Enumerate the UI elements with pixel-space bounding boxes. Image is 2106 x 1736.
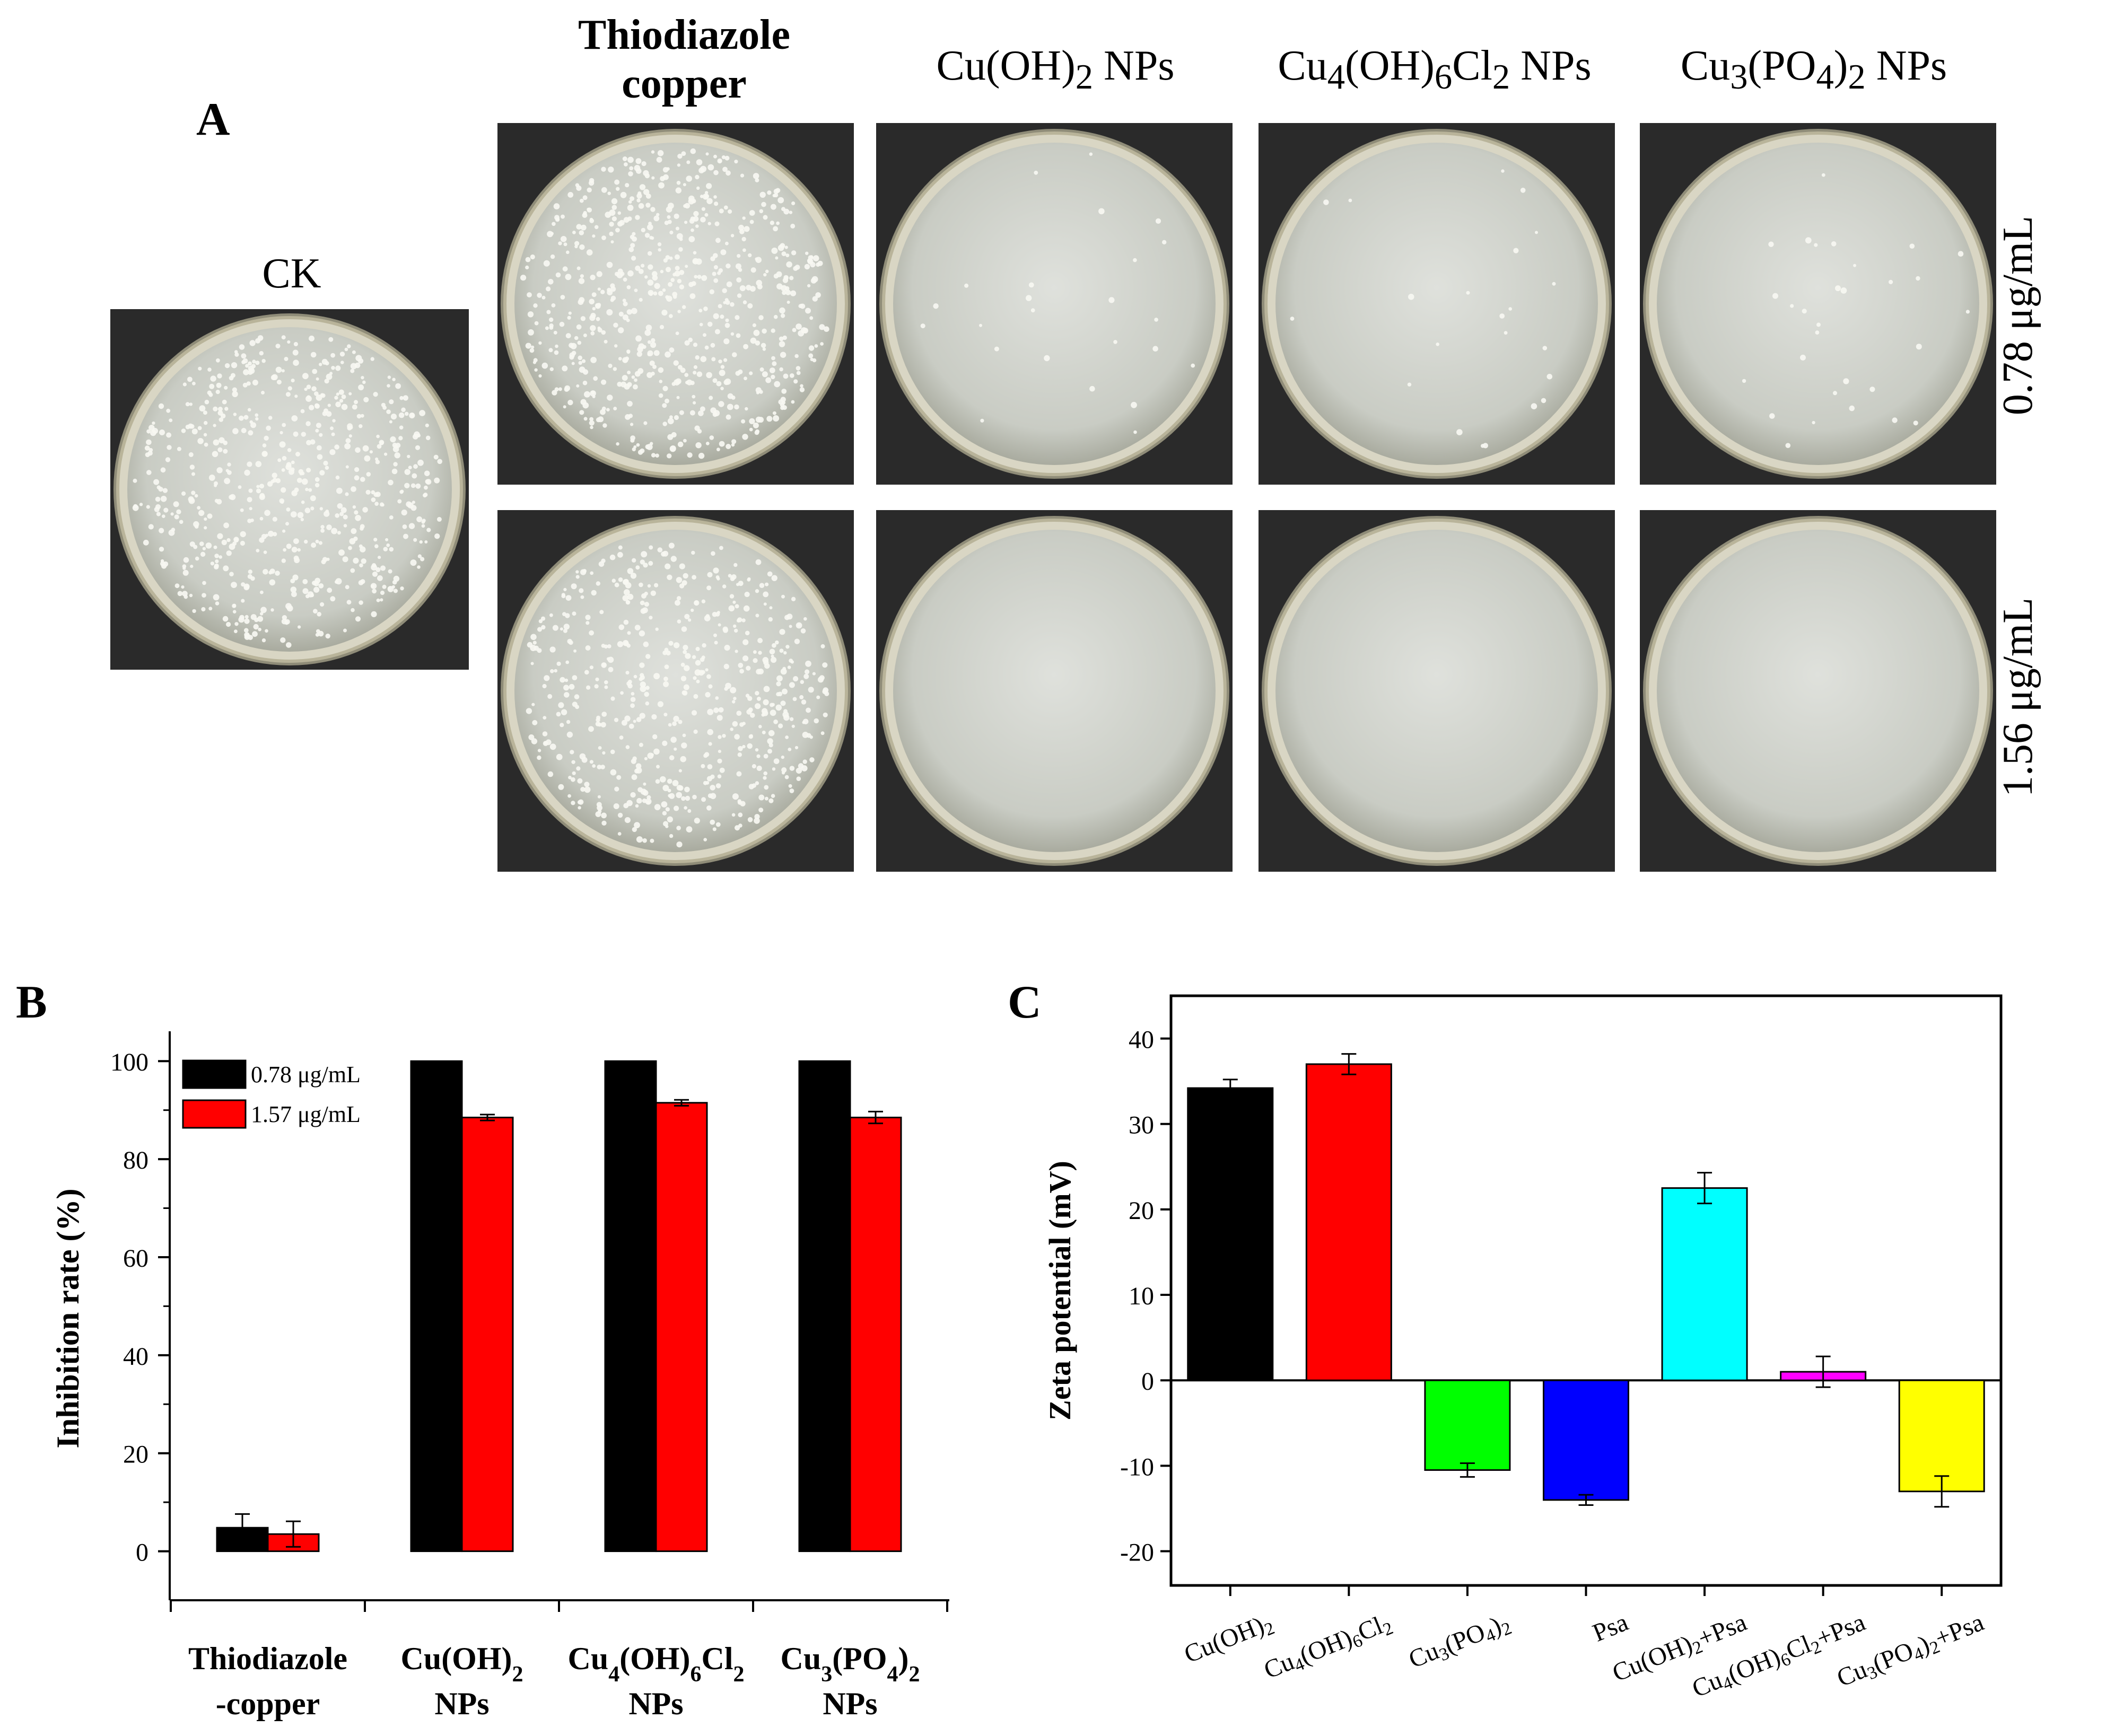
y-tick-label: 100 (110, 1048, 148, 1076)
x-category-label-2: Cu3(PO4)2 (1405, 1608, 1515, 1676)
panel-a-letter: A (196, 94, 230, 145)
y-tick-label: -20 (1120, 1539, 1154, 1567)
bar-2 (1424, 1379, 1511, 1471)
legend-label-0: 0.78 μg/mL (251, 1062, 361, 1088)
plate-cuoh2-1-56 (876, 510, 1233, 872)
y-tick-label: 0 (136, 1539, 148, 1567)
bar-1-1 (461, 1117, 514, 1553)
legend-swatch-0 (182, 1059, 247, 1089)
y-tick-label: 0 (1141, 1367, 1154, 1396)
plate-control-ck (110, 309, 469, 670)
column-label-thiodiazole-line1: Thiodiazole (578, 12, 791, 58)
y-tick-label: -10 (1120, 1453, 1154, 1481)
plate-thiodiazole-1-56 (497, 510, 854, 872)
inhibition-rate-chart: 0 20 40 60 80 100 Inhibition rate (%) Thiodiazo… (50, 1031, 949, 1721)
bar-0-2 (604, 1060, 657, 1553)
bar-1 (1305, 1063, 1392, 1381)
plate-cu4oh6cl2-1-56 (1259, 510, 1615, 872)
bar-6 (1898, 1379, 1985, 1493)
y-tick-label: 30 (1129, 1111, 1154, 1139)
x-category-label-line1: Cu(OH)2 (401, 1641, 523, 1687)
plate-cu3po42-0-78 (1640, 123, 1996, 485)
legend-label-1: 1.57 μg/mL (251, 1101, 361, 1127)
x-category-label-line2: NPs (823, 1686, 877, 1721)
x-category-label-3: Psa (1589, 1608, 1632, 1647)
panel-b-letter: B (16, 977, 47, 1028)
plate-cu3po42-1-56 (1640, 510, 1996, 872)
x-category-label-line1: Cu4(OH)6Cl2 (567, 1641, 744, 1687)
y-tick-label: 20 (1129, 1197, 1154, 1225)
bar-1-3 (849, 1117, 902, 1553)
row-label-0-78: 0.78 μg/mL (1995, 215, 2041, 416)
panel-c: C -20 -10 0 10 20 30 40 Zeta potential (mV) Cu(O… (1008, 965, 2106, 1733)
y-tick-label: 80 (123, 1146, 148, 1174)
panel-c-letter: C (1008, 977, 1042, 1028)
control-label: CK (262, 250, 321, 297)
bar-0-3 (798, 1060, 851, 1553)
x-category-label-line1: Thiodiazole (188, 1641, 347, 1676)
bar-4 (1661, 1187, 1748, 1381)
y-tick-label: 20 (123, 1441, 148, 1469)
bar-0 (1187, 1087, 1274, 1381)
column-label-cuoh2: Cu(OH)2 NPs (936, 42, 1175, 97)
y-tick-label: 40 (1129, 1026, 1154, 1054)
bar-0-1 (410, 1060, 463, 1553)
row-label-1-56: 1.56 μg/mL (1995, 597, 2041, 797)
bar-3 (1543, 1379, 1629, 1501)
column-label-thiodiazole: Thiodiazole copper (499, 11, 870, 108)
plate-cuoh2-0-78 (876, 123, 1233, 485)
x-category-label-line2: NPs (628, 1686, 683, 1721)
plate-thiodiazole-0-78 (497, 123, 854, 485)
panel-b: B 0 20 40 60 80 100 Inhibition rate (%) Thiodia… (0, 965, 1008, 1733)
plate-cu4oh6cl2-0-78 (1259, 123, 1615, 485)
column-label-cu3po42: Cu3(PO4)2 NPs (1680, 42, 1947, 97)
y-tick-label: 40 (123, 1343, 148, 1371)
x-category-label-line2: NPs (434, 1686, 489, 1721)
column-label-cu4oh6cl2: Cu4(OH)6Cl2 NPs (1278, 42, 1592, 97)
y-axis-label: Inhibition rate (%) (50, 1188, 85, 1448)
y-tick-label: 10 (1129, 1282, 1154, 1310)
y-tick-label: 60 (123, 1244, 148, 1273)
column-label-thiodiazole-line2: copper (622, 60, 747, 107)
x-category-label-line2: -copper (216, 1686, 320, 1721)
x-category-label-1: Cu4(OH)6Cl2 (1260, 1608, 1396, 1687)
bar-1-2 (655, 1102, 708, 1553)
legend-swatch-1 (182, 1099, 247, 1129)
y-axis-label: Zeta potential (mV) (1043, 1161, 1077, 1421)
x-category-label-line1: Cu3(PO4)2 (781, 1641, 920, 1687)
